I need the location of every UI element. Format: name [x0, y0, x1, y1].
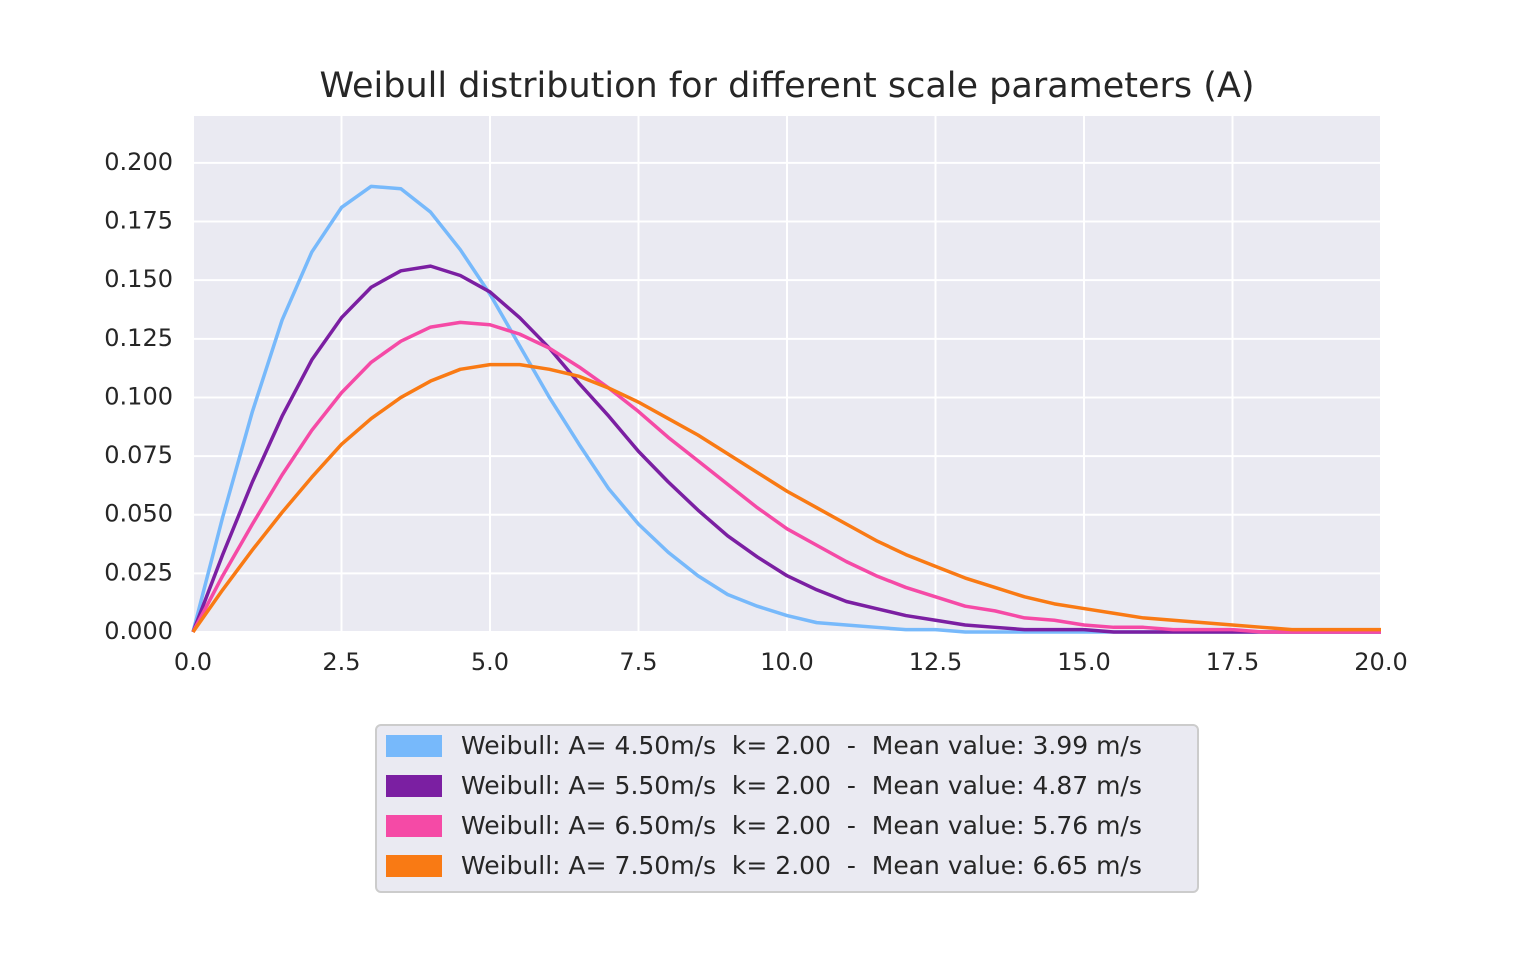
- y-tick-label: 0.200: [104, 148, 173, 176]
- x-tick-label: 15.0: [1057, 648, 1110, 676]
- x-tick-label: 12.5: [909, 648, 962, 676]
- x-tick-label: 7.5: [619, 648, 657, 676]
- y-tick-label: 0.175: [104, 207, 173, 235]
- legend-label: Weibull: A= 6.50m/s k= 2.00 - Mean value…: [461, 811, 1142, 840]
- y-tick-label: 0.150: [104, 265, 173, 293]
- y-tick-label: 0.025: [104, 558, 173, 586]
- x-tick-label: 20.0: [1354, 648, 1407, 676]
- legend-swatch: [386, 775, 442, 797]
- x-tick-label: 17.5: [1206, 648, 1259, 676]
- x-tick-label: 10.0: [760, 648, 813, 676]
- legend-box: [375, 724, 1199, 893]
- x-tick-label: 5.0: [471, 648, 509, 676]
- y-tick-label: 0.000: [104, 617, 173, 645]
- legend-swatch: [386, 735, 442, 757]
- legend-swatch: [386, 815, 442, 837]
- y-tick-label: 0.050: [104, 500, 173, 528]
- legend-label: Weibull: A= 7.50m/s k= 2.00 - Mean value…: [461, 851, 1142, 880]
- data-line: [191, 320, 1381, 634]
- y-tick-label: 0.075: [104, 441, 173, 469]
- x-tick-label: 0.0: [174, 648, 212, 676]
- legend-label: Weibull: A= 5.50m/s k= 2.00 - Mean value…: [461, 771, 1142, 800]
- y-tick-label: 0.125: [104, 324, 173, 352]
- x-tick-label: 2.5: [322, 648, 360, 676]
- data-line: [191, 362, 1381, 634]
- y-tick-label: 0.100: [104, 382, 173, 410]
- data-line: [191, 264, 1381, 634]
- legend-swatch: [386, 855, 442, 877]
- legend-label: Weibull: A= 4.50m/s k= 2.00 - Mean value…: [461, 731, 1142, 760]
- chart-title: Weibull distribution for different scale…: [319, 66, 1254, 106]
